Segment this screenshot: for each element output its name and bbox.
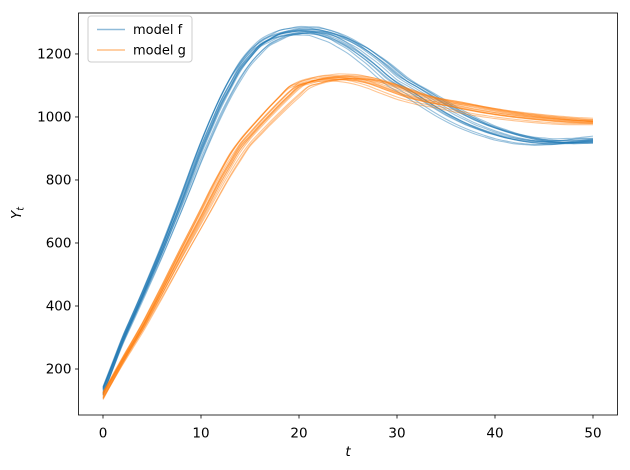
x-tick-label: 0 [99,426,108,442]
ensemble-line-model-g [102,74,594,398]
ensemble-line-model-f [102,31,594,390]
x-axis-label: t [345,444,351,460]
ensemble-line-model-g [102,76,593,394]
ensemble-line-model-f [102,25,594,388]
ensemble-line-model-f [102,28,594,396]
y-tick-label: 600 [46,236,72,252]
ensemble-line-model-g [102,78,594,393]
ensemble-line-model-f [102,32,594,387]
ensemble-line-model-f [102,28,594,389]
y-axis-label: Yt [9,206,27,219]
y-tick-label: 1000 [37,110,71,126]
ensemble-line-model-g [102,74,594,398]
x-tick-label: 50 [584,426,601,442]
legend: model f model g [87,15,193,63]
ensemble-line-model-f [102,31,593,396]
x-tick-label: 20 [290,426,307,442]
legend-label-model-g: model g [133,44,186,59]
y-tick-label: 400 [46,299,72,315]
x-tick-label: 10 [192,426,209,442]
ensemble-line-model-g [102,77,594,399]
y-tick-label: 1200 [37,47,71,63]
y-axis-label-sub: t [16,206,27,211]
ensemble-line-model-g [102,78,593,400]
ensemble-line-model-g [102,76,594,400]
ensemble-curves [102,25,594,400]
legend-label-model-f: model f [133,23,183,38]
x-tick-label: 30 [388,426,405,442]
y-axis-label-main: Y [9,209,25,219]
y-tick-label: 200 [46,362,72,378]
ensemble-line-model-f [102,30,594,392]
ensemble-line-model-g [102,79,594,395]
ensemble-line-model-f [102,27,594,394]
ensemble-line-model-f [102,27,594,393]
ensemble-line-model-f [102,30,594,395]
y-tick-label: 800 [46,173,72,189]
axes-spines [78,12,618,416]
ensemble-line-model-g [102,75,594,394]
ensemble-line-model-g [102,78,594,395]
ensemble-line-model-f [102,29,594,389]
ensemble-line-model-g [102,77,594,399]
ensemble-line-model-g [102,77,594,397]
ensemble-line-model-f [102,32,594,390]
ensemble-line-model-g [102,78,594,393]
x-tick-label: 40 [486,426,503,442]
ensemble-line-model-f [102,34,593,391]
ensemble-line-model-g [102,73,594,394]
ensemble-line-model-g [102,80,593,396]
ensemble-line-model-f [102,30,594,394]
ensemble-line-model-f [102,32,594,388]
